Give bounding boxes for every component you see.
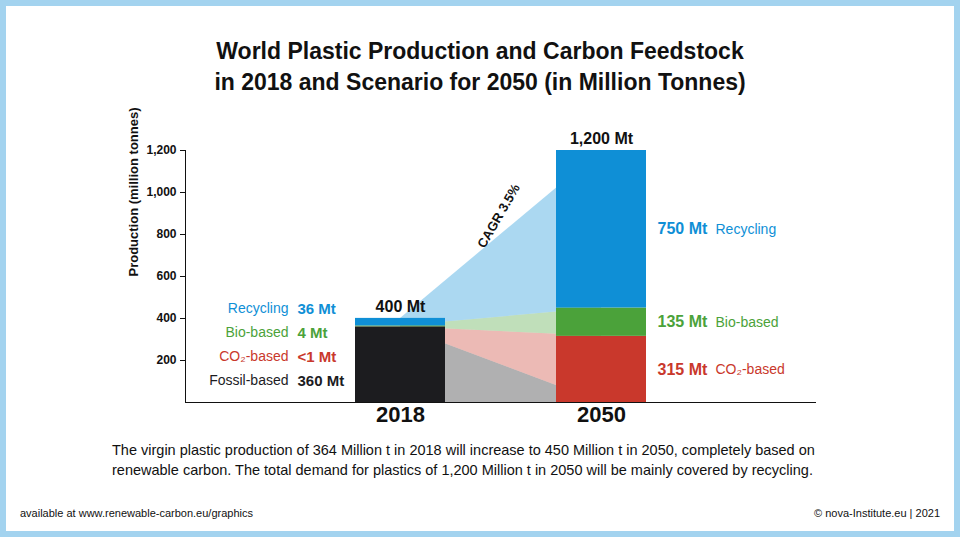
html-text:World Plastic Production and C: World Plastic Production and Carbon Feed… bbox=[216, 38, 744, 64]
svg-text:CO₂-based: CO₂-based bbox=[219, 348, 288, 364]
html-text:in 2018 and Scenario for 2050: in 2018 and Scenario for 2050 (in Millio… bbox=[214, 69, 746, 95]
svg-text:Bio-based: Bio-based bbox=[716, 314, 779, 330]
svg-text:4 Mt: 4 Mt bbox=[298, 324, 328, 341]
svg-text:400 Mt: 400 Mt bbox=[376, 298, 426, 315]
svg-text:400: 400 bbox=[156, 311, 176, 325]
svg-text:36 Mt: 36 Mt bbox=[298, 300, 336, 317]
svg-text:1,200: 1,200 bbox=[146, 143, 176, 157]
html-text:© nova-Institute.eu | 2021: © nova-Institute.eu | 2021 bbox=[814, 507, 940, 519]
svg-text:CAGR 3.5%: CAGR 3.5% bbox=[474, 181, 523, 251]
svg-text:360 Mt: 360 Mt bbox=[298, 372, 345, 389]
svg-text:1,000: 1,000 bbox=[146, 185, 176, 199]
svg-text:135 Mt: 135 Mt bbox=[658, 313, 708, 330]
svg-text:200: 200 bbox=[156, 353, 176, 367]
svg-text:600: 600 bbox=[156, 269, 176, 283]
svg-text:2050: 2050 bbox=[577, 402, 626, 427]
svg-text:Production (million tonnes): Production (million tonnes) bbox=[126, 108, 141, 277]
svg-text:CO₂-based: CO₂-based bbox=[716, 361, 785, 377]
svg-text:315 Mt: 315 Mt bbox=[658, 361, 708, 378]
html-text:The virgin plastic production: The virgin plastic production of 364 Mil… bbox=[112, 442, 815, 478]
svg-text:Recycling: Recycling bbox=[228, 300, 289, 316]
svg-text:750 Mt: 750 Mt bbox=[658, 220, 708, 237]
svg-text:Fossil-based: Fossil-based bbox=[209, 372, 288, 388]
html-text:available at www.renewable-car: available at www.renewable-carbon.eu/gra… bbox=[20, 507, 253, 519]
svg-text:<1 Mt: <1 Mt bbox=[298, 348, 337, 365]
svg-text:Bio-based: Bio-based bbox=[225, 324, 288, 340]
svg-text:Recycling: Recycling bbox=[716, 221, 777, 237]
svg-text:800: 800 bbox=[156, 227, 176, 241]
svg-text:1,200 Mt: 1,200 Mt bbox=[570, 130, 634, 147]
svg-text:2018: 2018 bbox=[376, 402, 425, 427]
